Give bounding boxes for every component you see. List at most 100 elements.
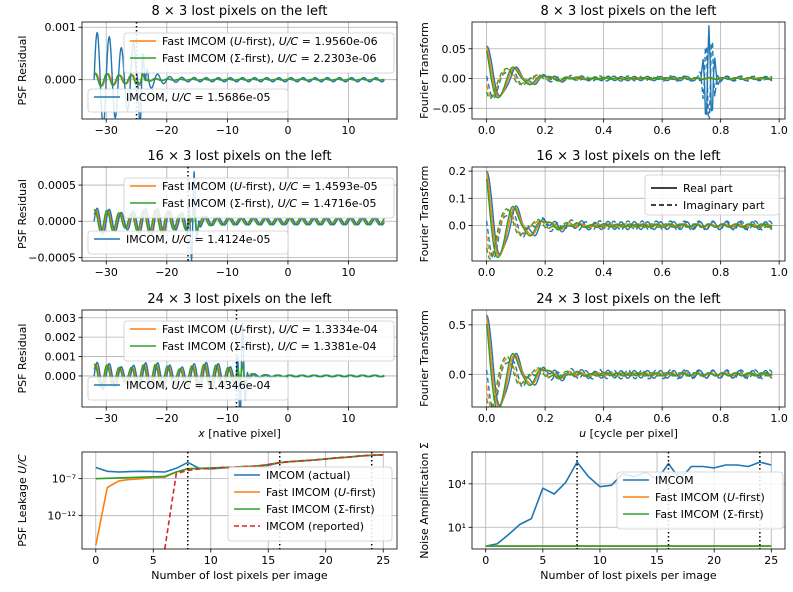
text-span: Fast IMCOM	[162, 35, 230, 48]
legend-entry-label: Fast IMCOM (U-first), U/C = 1.3334e-04	[162, 323, 378, 336]
legend-entry-label: Imaginary part	[683, 199, 765, 212]
x-tick-label: −10	[216, 266, 239, 279]
x-tick-label: −30	[95, 412, 118, 425]
panel-4: 0.0 0.2 0.4 0.6 0.8 1.0 0.0 0.1 0.2 16 × 3 lost p…	[418, 149, 788, 279]
text-span: (	[723, 491, 727, 504]
legend-entry-label: IMCOM, U/C = 1.4124e-05	[126, 233, 270, 246]
legend-entry-label: Fast IMCOM (U-first)	[266, 486, 376, 499]
text-span: -first)	[735, 491, 765, 504]
series-line-imcom	[93, 171, 385, 261]
ft-real-line	[485, 50, 773, 99]
y-tick-label: 0.0005	[38, 179, 77, 192]
text-span-italic: U/C	[279, 323, 299, 336]
text-span-italic: U/C	[172, 91, 192, 104]
x-tick-label: 20	[707, 554, 721, 567]
x-tick-label: 0.2	[536, 266, 554, 279]
x-tick-label: 25	[764, 554, 778, 567]
x-tick-label: 0.6	[653, 266, 671, 279]
x-tick-label: 5	[150, 554, 157, 567]
x-tick-label: −30	[95, 266, 118, 279]
x-tick-label: −20	[155, 124, 178, 137]
y-axis-label: Fourier Transform	[418, 310, 431, 407]
x-tick-label: −30	[95, 124, 118, 137]
y-axis-label: PSF Residual	[16, 179, 29, 249]
y-axis-label: Noise Amplification Σ	[418, 442, 431, 559]
x-tick-label: −10	[216, 412, 239, 425]
legend-entry-label: Fast IMCOM (U-first), U/C = 1.4593e-05	[162, 180, 378, 193]
text-span: = 1.4124e-05	[191, 233, 270, 246]
text-span-italic: U	[234, 180, 242, 193]
legend-entry-label: Fast IMCOM (Σ-first), U/C = 2.2303e-06	[162, 52, 377, 65]
text-span: Fast IMCOM	[162, 180, 230, 193]
text-span: Fourier Transform	[418, 22, 431, 119]
y-tick-label: 0.000	[45, 74, 77, 87]
text-span: IMCOM,	[126, 233, 172, 246]
text-span: (	[230, 35, 234, 48]
text-span: Number of lost pixels per image	[540, 569, 717, 582]
series-line-sigma-first	[93, 363, 385, 389]
panel-5: −30 −20 −10 0 10 0.000 0.001 0.002 0.003 24 × 3 l…	[16, 292, 398, 440]
x-tick-label: 0.0	[478, 266, 496, 279]
text-span: = 1.4716e-05	[297, 197, 376, 210]
text-span: = 1.3381e-04	[297, 340, 376, 353]
y-tick-label: 0.002	[45, 331, 77, 344]
x-axis-label: x [native pixel]	[197, 427, 281, 440]
ft-real-line	[485, 323, 773, 407]
text-span-italic: U/C	[279, 35, 299, 48]
ft-imag-line	[485, 208, 773, 260]
text-span: -first)	[346, 486, 376, 499]
panel-title: 16 × 3 lost pixels on the left	[536, 149, 720, 164]
y-tick-label: 0.0000	[38, 215, 77, 228]
text-span: ,	[272, 35, 279, 48]
y-tick-label: 10⁻¹²	[47, 510, 76, 523]
text-span-italic: U	[727, 491, 735, 504]
panel-3: −30 −20 −10 0 10 −0.0005 0.0000 0.0005 16 × 3 lo…	[16, 149, 398, 279]
y-tick-label: 10⁻⁷	[52, 473, 76, 486]
x-tick-label: 0.4	[595, 124, 613, 137]
text-span: = 1.9560e-06	[298, 35, 377, 48]
text-span: PSF Residual	[16, 324, 29, 394]
x-tick-label: 10	[593, 554, 607, 567]
text-span: IMCOM (reported)	[266, 520, 364, 533]
axes-frame	[81, 309, 398, 408]
legend-frame	[87, 230, 289, 255]
x-tick-label: 0.8	[712, 124, 730, 137]
panel-title: 8 × 3 lost pixels on the left	[541, 4, 717, 19]
legend-entry-label: Real part	[683, 182, 733, 195]
text-span-italic: U/C	[172, 233, 192, 246]
axes-frame	[81, 21, 398, 120]
x-tick-label: 0.6	[653, 412, 671, 425]
y-axis-label: PSF Residual	[16, 324, 29, 394]
x-tick-label: 10	[342, 412, 356, 425]
text-span: = 1.4346e-04	[191, 379, 270, 392]
panel-1: −30 −20 −10 0 10 0.000 0.001 8 × 3 lost pixels …	[16, 4, 398, 137]
axes-frame	[81, 451, 398, 550]
panel-6: 0.0 0.2 0.4 0.6 0.8 1.0 0.0 0.5 24 × 3 lost pixe…	[418, 292, 788, 440]
text-span: PSF Residual	[16, 36, 29, 106]
y-tick-label: 0.1	[449, 192, 467, 205]
legend-frame	[644, 174, 780, 216]
ft-real-line	[486, 170, 773, 255]
text-span-italic: u	[579, 427, 586, 440]
panel-title: 24 × 3 lost pixels on the left	[147, 292, 331, 307]
legend-entry-label: Fast IMCOM (Σ-first), U/C = 1.3381e-04	[162, 340, 377, 353]
legend-entry-label: Fast IMCOM (Σ-first)	[655, 508, 764, 521]
x-tick-label: 5	[539, 554, 546, 567]
panel-title: 24 × 3 lost pixels on the left	[536, 292, 720, 307]
y-axis-label: PSF Leakage U/C	[16, 454, 29, 547]
y-tick-label: −0.0005	[28, 251, 76, 264]
legend-entry-label: IMCOM (actual)	[266, 469, 351, 482]
text-span: Fast IMCOM (Σ-first),	[162, 340, 278, 353]
text-span: PSF Residual	[16, 179, 29, 249]
text-span: -first)	[242, 35, 272, 48]
axes-frame	[471, 451, 786, 550]
y-tick-label: 10¹	[448, 521, 466, 534]
text-span: [cycle per pixel]	[590, 427, 678, 440]
y-tick-label: −0.05	[432, 102, 466, 115]
ft-imag-line	[485, 359, 773, 407]
legend-frame	[227, 466, 393, 542]
text-span-italic: U/C	[172, 379, 192, 392]
x-tick-label: 15	[650, 554, 664, 567]
x-tick-label: −20	[155, 412, 178, 425]
